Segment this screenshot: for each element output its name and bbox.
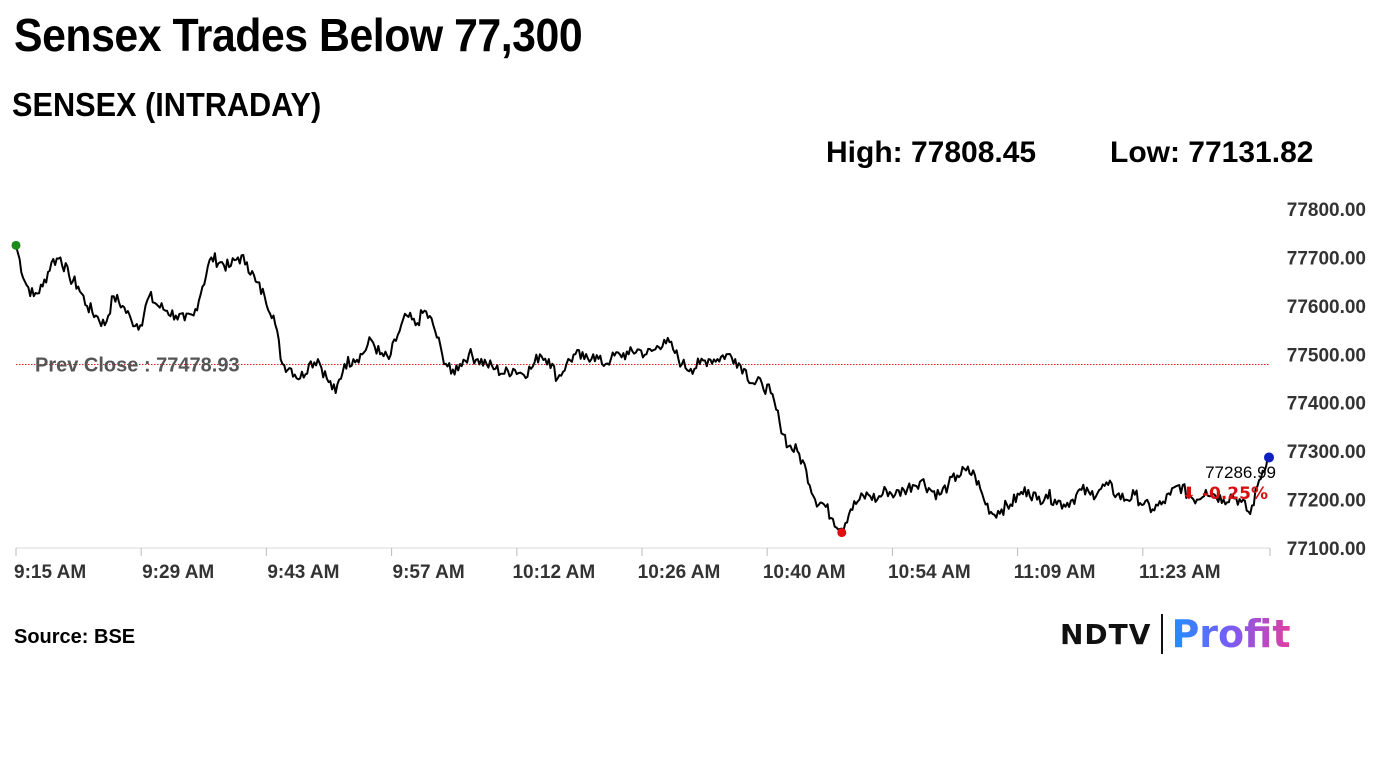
prev-close-label: Prev Close : 77478.93 — [35, 354, 240, 376]
x-tick-label: 10:26 AM — [638, 562, 721, 583]
sensex-series-line — [15, 245, 1269, 531]
low-point-marker — [837, 528, 847, 538]
y-tick-label: 77200.00 — [1287, 491, 1366, 512]
x-axis: 9:15 AM 9:29 AM 9:43 AM 9:57 AM 10:12 AM 10:2… — [14, 547, 1271, 583]
x-tick-label: 9:15 AM — [14, 562, 86, 583]
x-tick-label: 10:12 AM — [512, 562, 595, 583]
change-label: ⬇ -0.25% — [1182, 484, 1268, 504]
y-tick-label: 77100.00 — [1287, 539, 1366, 560]
ndtv-profit-logo: NDTV Profit — [1060, 612, 1290, 656]
last-value-label: 77286.99 — [1205, 463, 1276, 482]
x-tick-label: 10:54 AM — [888, 562, 971, 583]
chart-title: SENSEX (INTRADAY) — [12, 86, 322, 123]
x-tick-label: 9:43 AM — [267, 562, 339, 583]
y-tick-label: 77500.00 — [1287, 345, 1366, 366]
logo-profit-text: Profit — [1171, 612, 1291, 656]
y-tick-label: 77800.00 — [1287, 200, 1366, 221]
y-tick-label: 77700.00 — [1287, 248, 1366, 269]
x-tick-label: 9:29 AM — [142, 562, 214, 583]
logo-divider — [1161, 614, 1164, 654]
headline: Sensex Trades Below 77,300 — [14, 9, 583, 61]
logo-ndtv-text: NDTV — [1060, 617, 1152, 651]
source-note: Source: BSE — [14, 626, 136, 648]
y-axis-ticks: 77800.00 77700.00 77600.00 77500.00 77400.00… — [1287, 200, 1366, 560]
y-tick-label: 77600.00 — [1287, 297, 1366, 318]
prev-close-group: Prev Close : 77478.93 — [16, 354, 1270, 376]
low-stat: Low: 77131.82 — [1110, 136, 1314, 169]
last-point-marker — [1264, 452, 1274, 463]
x-tick-label: 9:57 AM — [393, 562, 465, 583]
series-group — [15, 245, 1269, 531]
x-tick-label: 11:23 AM — [1139, 562, 1221, 583]
high-stat: High: 77808.45 — [826, 136, 1037, 169]
x-tick-label: 10:40 AM — [763, 562, 846, 583]
x-tick-label: 11:09 AM — [1014, 562, 1096, 583]
markers: 77286.99 ⬇ -0.25% — [11, 240, 1276, 538]
y-tick-label: 77400.00 — [1287, 394, 1366, 415]
intraday-line-chart: 77800.00 77700.00 77600.00 77500.00 77400.00… — [11, 200, 1366, 583]
y-tick-label: 77300.00 — [1287, 442, 1366, 463]
open-point-marker — [11, 240, 21, 250]
